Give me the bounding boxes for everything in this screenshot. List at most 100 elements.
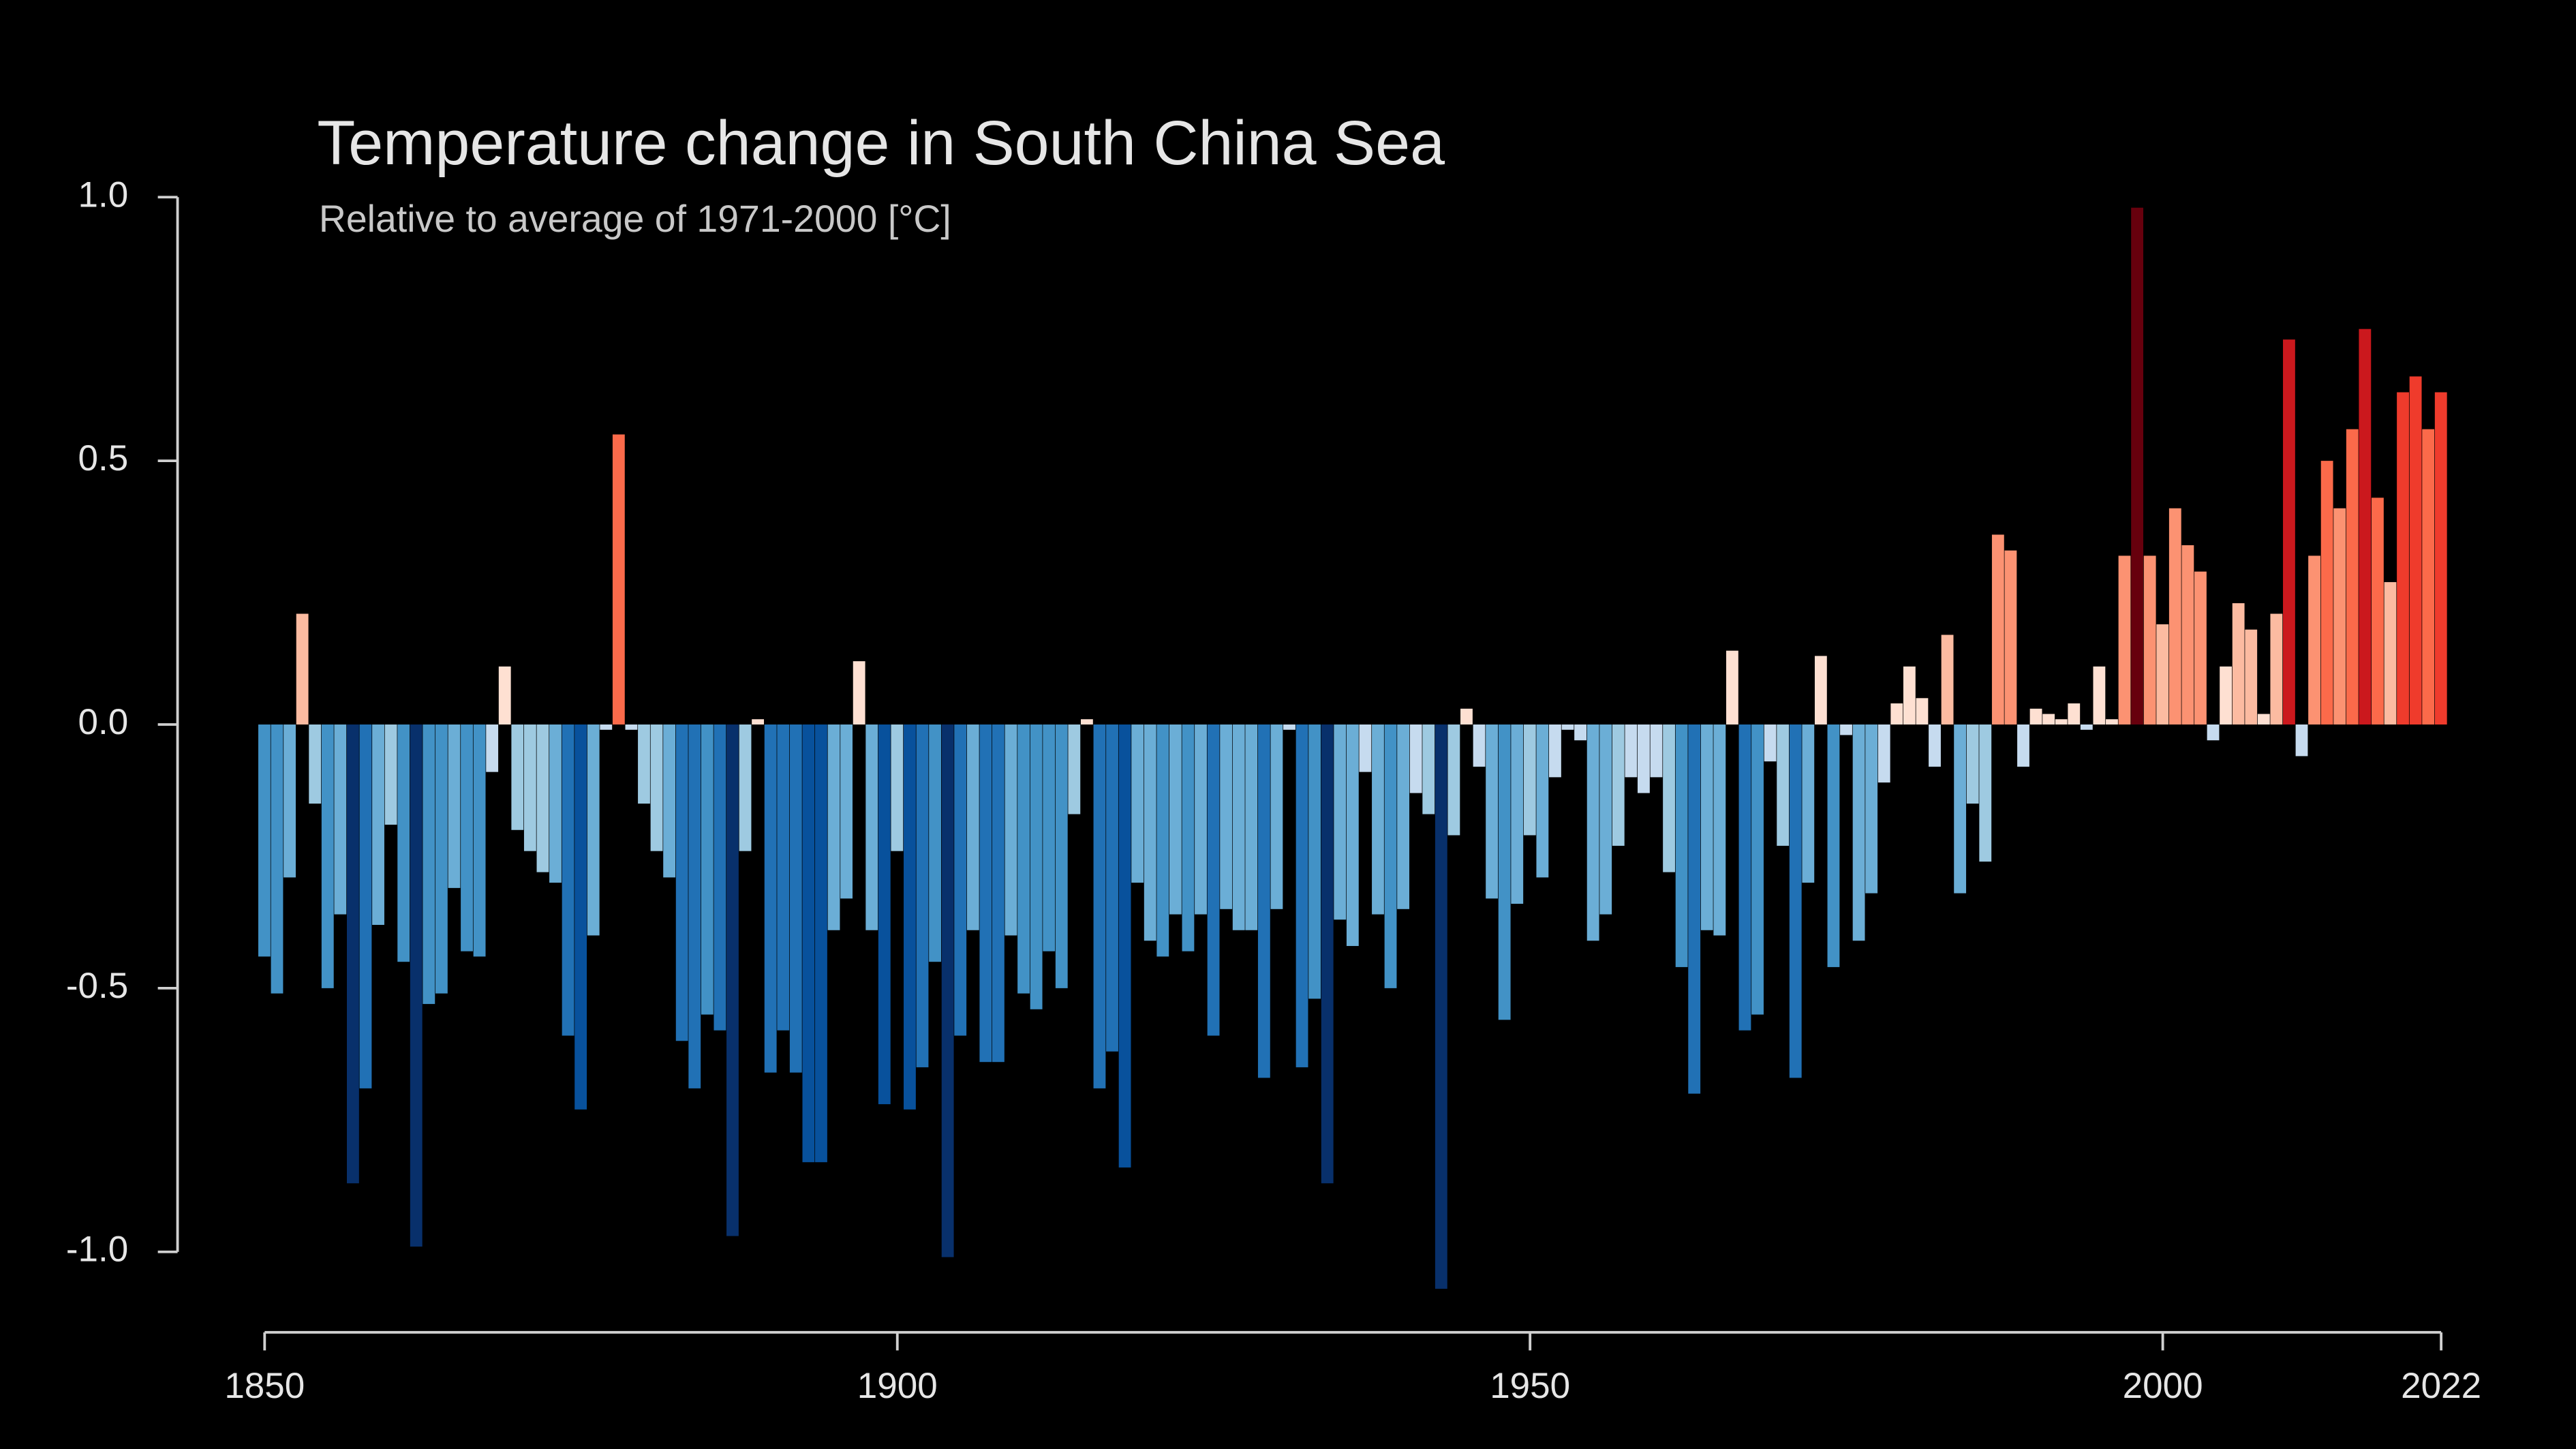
bar [1460, 708, 1473, 724]
bar [941, 724, 954, 1257]
bar [2055, 719, 2068, 724]
bar [1738, 724, 1751, 1031]
bar [2409, 376, 2422, 724]
bar [2359, 329, 2372, 724]
bar [752, 719, 765, 724]
bar [2232, 603, 2245, 724]
bar [1118, 724, 1131, 1168]
bar [789, 724, 802, 1073]
bar [486, 724, 499, 772]
bar [1144, 724, 1156, 941]
bar [309, 724, 322, 804]
x-tick-label: 1950 [1490, 1366, 1570, 1406]
bar [650, 724, 663, 851]
bar [1625, 724, 1638, 778]
bar [2093, 666, 2106, 724]
bar [1409, 724, 1422, 793]
bar [1334, 724, 1347, 920]
bar [853, 661, 865, 724]
bar [1561, 724, 1574, 730]
bar [448, 724, 461, 888]
bar [1688, 724, 1701, 1094]
bar [904, 724, 916, 1110]
bar [916, 724, 929, 1067]
bar [1764, 724, 1777, 762]
bar [1283, 724, 1295, 730]
bar [1966, 724, 1979, 804]
bar [511, 724, 524, 830]
bar [1156, 724, 1169, 957]
chart-title: Temperature change in South China Sea [317, 108, 1445, 178]
bar [1777, 724, 1790, 846]
y-tick-label: 1.0 [78, 174, 129, 215]
bar [2270, 613, 2283, 724]
bar [1663, 724, 1675, 872]
x-tick-label: 1900 [857, 1366, 938, 1406]
bar [1435, 724, 1447, 1289]
bar [334, 724, 347, 915]
bar [600, 724, 613, 730]
bar [2283, 339, 2295, 725]
bar [2220, 666, 2232, 724]
bar [777, 724, 790, 1031]
bar [1827, 724, 1840, 967]
y-tick-label: -1.0 [66, 1230, 128, 1270]
bar [2308, 555, 2320, 724]
bar [1523, 724, 1536, 836]
bar [714, 724, 726, 1031]
bar [410, 724, 423, 1247]
bar [461, 724, 473, 951]
bar [688, 724, 701, 1088]
y-tick-label: 0.0 [78, 702, 129, 742]
bar [1751, 724, 1764, 1015]
bar [764, 724, 777, 1073]
bar [1257, 724, 1270, 1078]
bar [549, 724, 562, 883]
bar [1586, 724, 1599, 941]
bar [1422, 724, 1435, 814]
bar [1713, 724, 1726, 936]
bar [1017, 724, 1030, 994]
bar [1005, 724, 1017, 936]
bar [1397, 724, 1410, 909]
bar [1549, 724, 1561, 778]
bar [1877, 724, 1890, 783]
bar [1511, 724, 1524, 904]
bar [2397, 392, 2409, 724]
bar [523, 724, 536, 851]
bar [701, 724, 714, 1015]
bar [1055, 724, 1068, 988]
bar [827, 724, 840, 930]
bar [1638, 724, 1650, 793]
bar [1675, 724, 1688, 967]
chart-subtitle: Relative to average of 1971-2000 [°C] [319, 198, 951, 240]
bar [1650, 724, 1663, 778]
bar [979, 724, 992, 1063]
bar [1068, 724, 1081, 814]
bar [2080, 724, 2093, 730]
bar [1359, 724, 1372, 772]
bar [2106, 719, 2118, 724]
bar [2004, 550, 2017, 724]
bar [346, 724, 359, 1184]
bar [397, 724, 410, 962]
bar [1612, 724, 1625, 846]
bar [372, 724, 384, 926]
bar [1498, 724, 1511, 1020]
x-tick-label: 1850 [224, 1366, 305, 1406]
bar [435, 724, 448, 994]
bar [2257, 714, 2270, 724]
bar [1890, 703, 1903, 724]
bar [1093, 724, 1106, 1088]
y-tick-label: -0.5 [66, 966, 128, 1006]
bar [283, 724, 296, 878]
bar [271, 724, 283, 994]
bar [1840, 724, 1852, 735]
x-tick-label: 2000 [2123, 1366, 2203, 1406]
bar [2194, 571, 2207, 724]
bar [1447, 724, 1460, 836]
bar [473, 724, 486, 957]
bar [359, 724, 372, 1088]
bar [1295, 724, 1308, 1067]
